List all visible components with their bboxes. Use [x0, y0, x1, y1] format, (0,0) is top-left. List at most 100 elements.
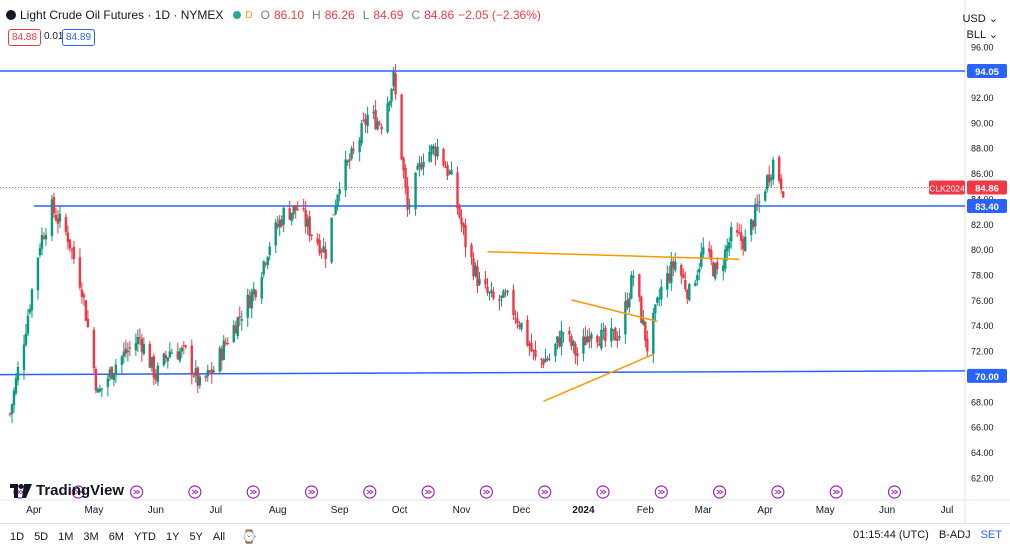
candle-body: [294, 205, 297, 211]
tradingview-logo[interactable]: TradingView: [10, 482, 124, 499]
x-tick-label: 2024: [572, 505, 595, 516]
candle-body: [670, 261, 673, 284]
candle-body: [364, 118, 367, 125]
candle-body: [72, 246, 76, 260]
timeframe-button-all[interactable]: All: [212, 530, 226, 543]
candle-body: [430, 145, 433, 155]
y-tick-label: 62.00: [971, 473, 994, 483]
candle-body: [672, 261, 675, 268]
candle-body: [310, 235, 313, 237]
candle-body: [138, 337, 142, 339]
candle-body: [358, 140, 361, 153]
candle-body: [296, 209, 299, 211]
candle-body: [66, 232, 70, 243]
candle-body: [350, 148, 353, 159]
d-badge[interactable]: D: [245, 9, 253, 21]
market-status-icon[interactable]: [233, 11, 242, 19]
candle-body: [582, 336, 585, 354]
date-range-icon[interactable]: ⌚: [241, 528, 258, 544]
clock-time[interactable]: 01:15:44 (UTC): [853, 529, 929, 541]
candle-body: [276, 223, 279, 227]
candle-body: [700, 252, 703, 267]
timeframe-button-1y[interactable]: 1Y: [165, 530, 180, 543]
candle-body: [394, 73, 397, 95]
candle-body: [416, 165, 419, 170]
y-tick-label: 86.00: [971, 169, 994, 179]
event-arrow-icon: [75, 489, 83, 495]
candle-body: [322, 246, 325, 253]
candle-body: [218, 348, 221, 372]
candle-body: [248, 295, 251, 308]
symbol-tag: [929, 180, 965, 195]
y-tick-label: 78.00: [971, 271, 994, 281]
candle-body: [596, 335, 599, 343]
currency-selector[interactable]: USD ⌄: [962, 12, 998, 25]
timeframe-button-5d[interactable]: 5D: [34, 530, 49, 543]
candle-body: [260, 277, 263, 299]
candle-body: [754, 204, 757, 227]
candle-body: [610, 327, 613, 342]
timeframe-button-1m[interactable]: 1M: [58, 530, 74, 543]
change-value: −2.05 (−2.36%): [458, 8, 541, 22]
event-arrow-icon: [599, 489, 607, 495]
candle-body: [362, 120, 365, 122]
candle-body: [12, 390, 16, 405]
candle-body: [334, 205, 337, 215]
candle-body: [110, 366, 114, 379]
candle-body: [302, 208, 305, 210]
ask-price-box[interactable]: 84.89: [62, 29, 96, 46]
candle-body: [30, 289, 34, 310]
candle-body: [576, 353, 579, 357]
y-tick-label: 68.00: [971, 397, 994, 407]
candle-body: [618, 335, 621, 339]
bottom-toolbar: 1D 5D 1M 3M 6M YTD 1Y 5Y All ⌚: [0, 523, 1010, 549]
candle-body: [638, 274, 641, 298]
candle-body: [726, 245, 729, 252]
candle-body: [450, 169, 453, 175]
candle-body: [516, 318, 519, 324]
candle-body: [728, 242, 731, 249]
candle-body: [462, 223, 465, 228]
candle-body: [184, 345, 188, 347]
candle-body: [212, 370, 215, 373]
candle-body: [236, 317, 239, 337]
candle-body: [402, 158, 405, 171]
candle-body: [432, 146, 435, 149]
settlement-button[interactable]: SET: [980, 529, 1002, 541]
bid-price-box[interactable]: 84.88: [8, 29, 42, 46]
high-value: 86.26: [324, 8, 355, 22]
candle-body: [714, 263, 717, 279]
candle-body: [10, 404, 14, 415]
candle-body: [264, 263, 267, 265]
timeframe-button-6m[interactable]: 6M: [108, 530, 124, 543]
adjustment-button[interactable]: B-ADJ: [938, 529, 971, 541]
candle-body: [682, 274, 685, 279]
close-value: 84.86: [424, 8, 455, 22]
candle-body: [756, 203, 759, 206]
candle-body: [404, 167, 407, 188]
candle-body: [80, 289, 84, 297]
candle-body: [376, 121, 379, 130]
candle-body: [444, 166, 447, 168]
event-arrow-icon: [774, 489, 782, 495]
timeframe-button-5y[interactable]: 5Y: [189, 530, 203, 543]
candle-body: [252, 288, 255, 295]
candle-body: [702, 247, 705, 255]
support-line: [0, 370, 966, 376]
x-tick-label: Nov: [453, 505, 471, 516]
candle-body: [490, 290, 493, 293]
timeframe-button-1d[interactable]: 1D: [10, 530, 25, 543]
candle-body: [304, 210, 307, 227]
candle-body: [128, 347, 132, 349]
timeframe-button-3m[interactable]: 3M: [83, 530, 99, 543]
y-tick-label: 66.00: [971, 423, 994, 433]
candle-body: [498, 299, 501, 301]
symbol-logo-icon: [6, 10, 16, 20]
tradingview-logo-text: TradingView: [36, 482, 125, 499]
timeframe-button-ytd[interactable]: YTD: [133, 530, 156, 543]
unit-selector[interactable]: BLL ⌄: [967, 28, 998, 41]
symbol-title[interactable]: Light Crude Oil Futures · 1D · NYMEX: [20, 8, 224, 22]
x-tick-label: Jul: [941, 505, 954, 516]
candle-body: [548, 358, 551, 360]
